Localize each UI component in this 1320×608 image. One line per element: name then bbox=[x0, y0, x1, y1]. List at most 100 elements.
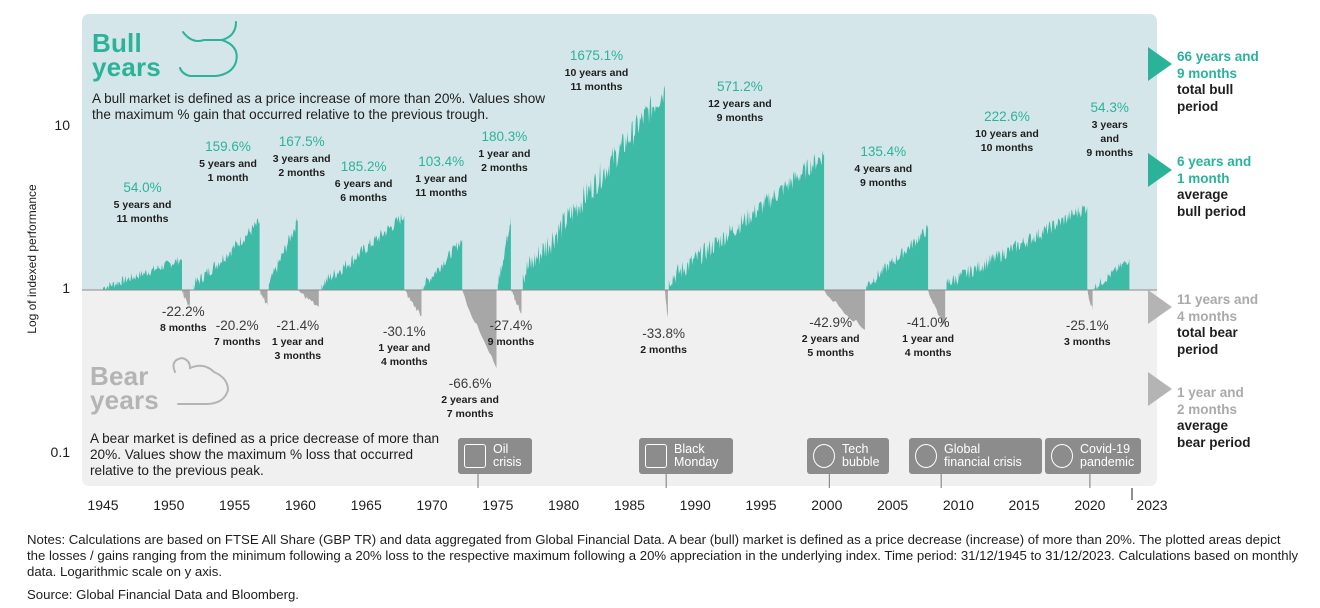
side-caption: average bbox=[1177, 418, 1229, 433]
bull-duration-label: 11 months bbox=[117, 213, 169, 225]
bull-duration-label: 1 month bbox=[208, 172, 249, 184]
globe-icon bbox=[915, 444, 937, 468]
x-tick-label: 2015 bbox=[1009, 497, 1040, 513]
x-tick-label: 1980 bbox=[548, 497, 579, 513]
bull-duration-label: 6 years and bbox=[335, 178, 393, 190]
bear-duration-label: 4 months bbox=[381, 356, 428, 368]
y-tick-label: 10 bbox=[54, 117, 70, 133]
event-label: Oil bbox=[493, 442, 509, 456]
x-tick-label: 2020 bbox=[1074, 497, 1105, 513]
bear-duration-label: 1 year and bbox=[272, 336, 324, 348]
side-caption: period bbox=[1177, 341, 1219, 357]
event-label: bubble bbox=[842, 455, 880, 469]
bull-duration-label: 9 months bbox=[717, 112, 764, 124]
x-tick-label: 1950 bbox=[153, 497, 184, 513]
side-value: 66 years and bbox=[1177, 49, 1259, 64]
x-tick-label: 2000 bbox=[811, 497, 842, 513]
bear-market-area bbox=[462, 290, 497, 369]
bull-market-area bbox=[497, 216, 511, 290]
side-value: 9 months bbox=[1177, 65, 1238, 81]
bull-duration-label: 5 years and bbox=[114, 199, 172, 211]
bull-duration-label: 9 months bbox=[1086, 147, 1133, 159]
x-tick-label: 1960 bbox=[285, 497, 316, 513]
event-label: Covid-19 bbox=[1080, 442, 1131, 456]
bull-duration-label: 10 years and bbox=[975, 128, 1039, 140]
x-tick-label: 1990 bbox=[680, 497, 711, 513]
bear-duration-label: 3 months bbox=[1064, 336, 1111, 348]
bull-title-line: years bbox=[92, 52, 161, 82]
bull-duration-label: 10 months bbox=[981, 142, 1034, 154]
y-tick-label: 0.1 bbox=[50, 444, 70, 460]
bull-duration-label: 4 years and bbox=[854, 163, 912, 175]
side-caption: average bbox=[1177, 187, 1229, 202]
bear-market-area bbox=[259, 290, 268, 307]
bear-duration-label: 1 year and bbox=[378, 342, 430, 354]
event-label: Tech bbox=[842, 442, 869, 456]
bear-pct-label: -30.1% bbox=[383, 324, 426, 339]
side-caption: period bbox=[1177, 98, 1219, 114]
y-tick-label: 1 bbox=[62, 280, 70, 296]
bull-pct-label: 167.5% bbox=[279, 134, 325, 149]
bull-market-area bbox=[103, 256, 182, 290]
x-tick-label: 1975 bbox=[482, 497, 513, 513]
bull-market-area bbox=[866, 225, 929, 290]
event-global-financial-crisis: Global financial crisis bbox=[909, 438, 1042, 474]
bull-pct-label: 571.2% bbox=[717, 79, 763, 94]
bear-market-area bbox=[824, 290, 865, 330]
bear-market-area bbox=[404, 290, 422, 317]
bear-duration-label: 2 months bbox=[640, 344, 687, 356]
average-bear-period: 1 year and 2 months average bear period bbox=[1177, 385, 1251, 451]
bear-duration-label: 2 years and bbox=[441, 394, 499, 406]
bear-pct-label: -25.1% bbox=[1066, 318, 1109, 333]
bear-market-area bbox=[1087, 290, 1093, 311]
total-bear-period: 11 years and 4 months total bear period bbox=[1177, 292, 1258, 358]
bear-pct-label: -21.4% bbox=[276, 318, 319, 333]
x-tick-label: 2010 bbox=[943, 497, 974, 513]
bear-duration-label: 7 months bbox=[447, 408, 494, 420]
event-covid-19-pandemic: Covid-19 pandemic bbox=[1045, 438, 1141, 474]
bull-duration-label: 9 months bbox=[860, 177, 907, 189]
average-bull-period: 6 years and 1 month average bull period bbox=[1177, 154, 1251, 220]
x-tick-label: 1965 bbox=[351, 497, 382, 513]
bull-duration-label: 2 months bbox=[481, 162, 528, 174]
bear-duration-label: 4 months bbox=[905, 347, 952, 359]
bear-pct-label: -27.4% bbox=[490, 318, 533, 333]
bull-duration-label: 1 year and bbox=[478, 148, 530, 160]
bull-market-area bbox=[946, 204, 1088, 290]
bull-pct-label: 1675.1% bbox=[570, 48, 623, 63]
bull-duration-label: 5 years and bbox=[199, 158, 257, 170]
bull-duration-label: 3 years and bbox=[273, 153, 331, 165]
bull-head-icon bbox=[179, 21, 238, 77]
event-tech-bubble: Tech bubble bbox=[807, 438, 889, 474]
bull-market-area bbox=[1093, 259, 1130, 290]
bear-title-line: years bbox=[90, 385, 159, 415]
side-caption: bear period bbox=[1177, 434, 1251, 450]
side-value: 1 month bbox=[1177, 170, 1230, 186]
bear-definition: A bear market is defined as a price decr… bbox=[90, 431, 440, 478]
side-caption: bull period bbox=[1177, 203, 1246, 219]
side-value: 6 years and bbox=[1177, 154, 1252, 169]
bear-pct-label: -42.9% bbox=[809, 315, 852, 330]
bull-duration-label: 12 years and bbox=[708, 98, 772, 110]
side-value: 4 months bbox=[1177, 308, 1238, 324]
oil-barrel-icon bbox=[464, 444, 486, 468]
bull-duration-label: 10 years and bbox=[565, 67, 629, 79]
bear-duration-label: 3 months bbox=[274, 350, 321, 362]
event-label: crisis bbox=[493, 455, 522, 469]
side-value: 2 months bbox=[1177, 401, 1238, 417]
bull-pct-label: 54.0% bbox=[123, 180, 161, 195]
bull-pct-label: 54.3% bbox=[1091, 100, 1129, 115]
bull-market-area bbox=[668, 150, 825, 290]
bear-average-arrow-icon bbox=[1148, 372, 1172, 406]
bull-years-title: Bull years bbox=[92, 30, 161, 82]
bear-total-arrow-icon bbox=[1148, 290, 1172, 324]
bear-duration-label: 1 year and bbox=[902, 333, 954, 345]
bear-pct-label: -41.0% bbox=[907, 315, 950, 330]
bull-pct-label: 159.6% bbox=[205, 139, 251, 154]
event-black-monday: Black Monday bbox=[639, 438, 733, 474]
bull-total-arrow-icon bbox=[1148, 47, 1172, 81]
event-label: Monday bbox=[674, 455, 719, 469]
event-oil-crisis: Oil crisis bbox=[458, 438, 532, 474]
bull-market-area bbox=[422, 239, 463, 290]
bear-duration-label: 7 months bbox=[214, 336, 261, 348]
